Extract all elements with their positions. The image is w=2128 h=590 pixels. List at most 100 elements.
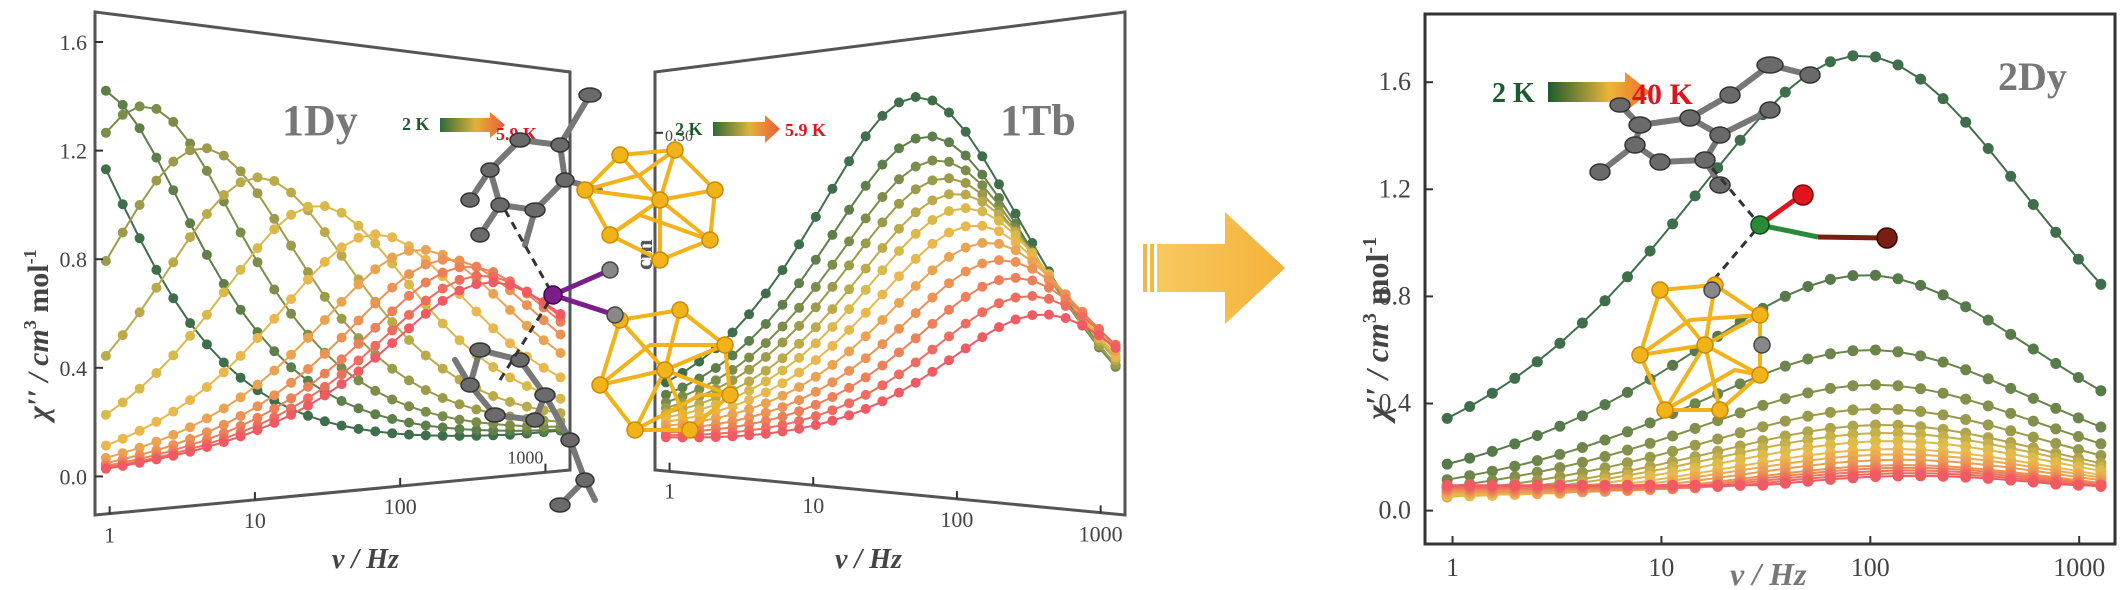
data-point — [1441, 412, 1453, 424]
data-point — [1915, 73, 1927, 85]
series-line — [105, 205, 561, 416]
data-point — [269, 313, 280, 324]
data-point — [960, 291, 971, 302]
data-point — [877, 217, 888, 228]
data-point — [387, 282, 398, 293]
data-point — [860, 403, 871, 414]
data-point — [134, 425, 145, 436]
data-point — [1010, 314, 1021, 325]
data-point — [1982, 400, 1994, 412]
data-point — [2072, 372, 2084, 383]
data-point — [827, 322, 838, 332]
data-point — [927, 155, 938, 166]
data-point — [810, 211, 821, 222]
data-point — [319, 368, 330, 379]
data-point — [505, 279, 515, 290]
x-tick-label: 1000 — [1079, 521, 1123, 546]
ylabel-sup-1b: 3 — [1359, 313, 1381, 323]
data-point — [994, 238, 1004, 249]
data-point — [1824, 348, 1836, 360]
data-point — [471, 306, 482, 317]
data-point — [404, 429, 414, 440]
panel-1dy-title: 1Dy — [282, 96, 358, 145]
y-tick-label: 0.0 — [60, 464, 88, 489]
data-point — [944, 137, 954, 148]
data-point — [1060, 301, 1071, 311]
data-point — [894, 369, 904, 380]
data-point — [1554, 337, 1566, 349]
data-point — [1644, 479, 1656, 491]
data-point — [1802, 281, 1814, 292]
x-tick-label: 100 — [1851, 553, 1890, 582]
data-point — [1802, 426, 1814, 438]
data-point — [235, 431, 246, 442]
data-point — [420, 406, 431, 417]
data-point — [269, 284, 280, 295]
data-point — [168, 450, 179, 461]
series-line — [105, 89, 561, 432]
data-point — [944, 189, 954, 200]
data-point — [960, 150, 971, 161]
data-point — [2095, 385, 2107, 397]
data-point — [1010, 272, 1021, 283]
data-point — [894, 347, 904, 358]
data-point — [404, 245, 414, 256]
data-point — [353, 232, 364, 243]
data-point — [353, 366, 364, 377]
data-point — [910, 333, 921, 344]
data-point — [100, 440, 111, 451]
data-point — [201, 309, 212, 320]
data-point — [927, 175, 938, 186]
panel-1dy-marks — [100, 85, 566, 474]
data-point — [1010, 208, 1021, 219]
data-point — [910, 133, 921, 144]
data-point — [1554, 420, 1566, 432]
data-point — [977, 258, 988, 269]
data-point — [454, 414, 465, 425]
data-point — [1689, 398, 1701, 410]
data-point — [994, 275, 1004, 286]
ylabel-mid: mol — [22, 264, 55, 320]
data-point — [303, 410, 313, 421]
data-point — [2050, 423, 2062, 435]
data-point — [1870, 419, 1881, 431]
data-point — [860, 353, 871, 364]
data-point — [1802, 410, 1814, 422]
data-point — [185, 395, 196, 406]
data-point — [1734, 407, 1746, 419]
data-point — [894, 246, 904, 256]
series-line — [665, 207, 1117, 419]
data-point — [100, 164, 111, 175]
data-point — [977, 151, 988, 162]
data-point — [794, 406, 805, 417]
data-point — [727, 350, 738, 361]
data-point — [1870, 403, 1881, 415]
data-point — [151, 368, 162, 378]
data-point — [960, 165, 971, 176]
data-point — [235, 372, 246, 383]
data-point — [1960, 364, 1972, 376]
data-point — [218, 278, 229, 289]
x-tick-label: 1 — [104, 522, 115, 547]
data-point — [370, 229, 381, 240]
data-point — [1847, 50, 1859, 62]
data-point — [1509, 438, 1521, 450]
data-point — [1779, 86, 1791, 98]
data-point — [1689, 190, 1701, 202]
data-point — [1915, 436, 1927, 448]
ylabel-sup-2: -1 — [20, 249, 40, 264]
data-point — [420, 430, 431, 441]
data-point — [1824, 473, 1836, 485]
data-point — [235, 264, 246, 275]
data-point — [1667, 479, 1679, 491]
data-point — [1870, 435, 1881, 447]
data-point — [252, 257, 263, 268]
data-point — [437, 283, 448, 294]
data-point — [471, 417, 482, 428]
data-point — [134, 457, 145, 468]
data-point — [286, 240, 297, 251]
data-point — [269, 176, 280, 186]
data-point — [1734, 479, 1746, 491]
data-point — [454, 262, 465, 273]
data-point — [1824, 431, 1836, 443]
